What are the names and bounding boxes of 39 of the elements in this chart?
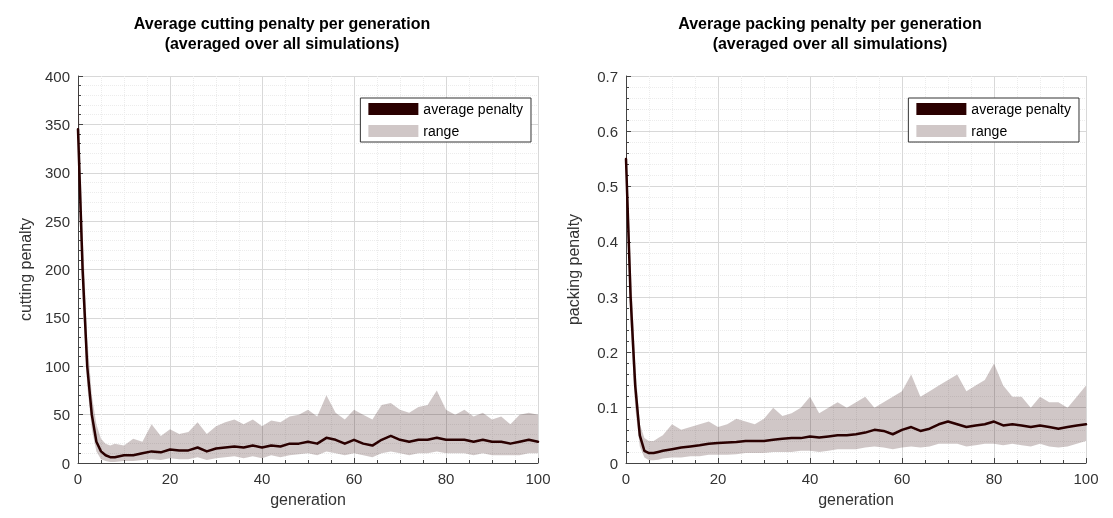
y-tick-label: 50 bbox=[53, 406, 70, 424]
y-tick-label: 350 bbox=[44, 115, 70, 133]
y-axis-title: cutting penalty bbox=[16, 217, 34, 322]
y-tick-label: 0.4 bbox=[597, 233, 618, 251]
x-tick-label: 40 bbox=[253, 470, 271, 487]
x-tick-label: 20 bbox=[709, 470, 727, 487]
y-tick-label: 0 bbox=[61, 454, 70, 472]
y-axis-title: packing penalty bbox=[564, 213, 582, 326]
x-tick-label: 60 bbox=[893, 470, 911, 487]
legend-label: average penalty bbox=[423, 101, 524, 117]
chart-title: Average packing penalty per generation (averaged over all simulations) bbox=[678, 14, 982, 52]
y-tick-label: 0.1 bbox=[597, 399, 618, 417]
y-tick-label: 250 bbox=[44, 212, 70, 230]
annotation: range bbox=[423, 123, 460, 139]
x-tick-label: 20 bbox=[161, 470, 179, 487]
legend-label: average penalty bbox=[971, 101, 1072, 117]
x-axis-title: generation bbox=[818, 490, 894, 508]
chart-title: Average cutting penalty per generation (averaged over all simulations) bbox=[133, 14, 431, 52]
y-tick-label: 0.2 bbox=[597, 343, 618, 361]
x-tick-label: 40 bbox=[801, 470, 819, 487]
x-tick-label: 0 bbox=[621, 470, 631, 487]
y-tick-label: 0.5 bbox=[597, 178, 618, 196]
y-tick-label: 300 bbox=[44, 164, 70, 182]
x-tick-label: 100 bbox=[1073, 470, 1099, 487]
annotation: range bbox=[971, 123, 1008, 139]
x-tick-label: 0 bbox=[73, 470, 83, 487]
y-tick-label: 0.6 bbox=[597, 122, 618, 140]
y-tick-label: 200 bbox=[44, 261, 70, 278]
x-tick-label: 100 bbox=[525, 470, 551, 487]
x-tick-label: 80 bbox=[985, 470, 1003, 487]
y-tick-label: 0 bbox=[609, 454, 618, 472]
x-axis-title: generation bbox=[270, 490, 346, 508]
y-tick-label: 0.7 bbox=[597, 67, 618, 85]
y-tick-label: 400 bbox=[44, 67, 70, 85]
x-tick-label: 60 bbox=[345, 470, 363, 487]
y-tick-label: 100 bbox=[44, 357, 70, 375]
x-tick-label: 80 bbox=[437, 470, 455, 487]
y-tick-label: 150 bbox=[44, 309, 70, 327]
y-tick-label: 0.3 bbox=[597, 288, 618, 306]
